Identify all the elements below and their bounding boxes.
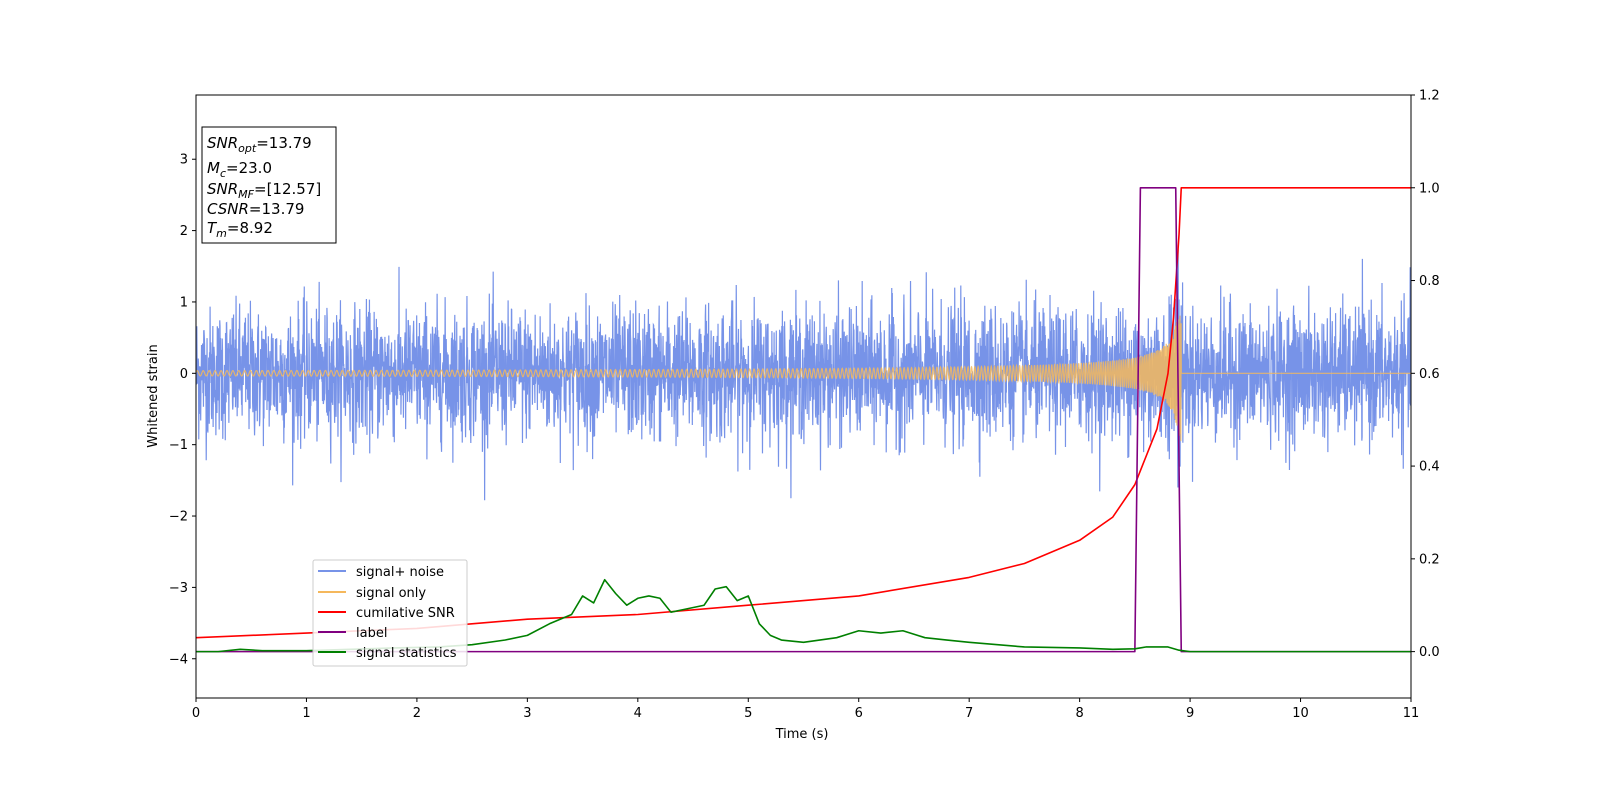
y-tick-label: −1 [169, 438, 188, 453]
x-tick-label: 2 [413, 706, 421, 721]
x-tick-label: 11 [1403, 706, 1420, 721]
y-tick-label: −3 [169, 581, 188, 596]
info-tm: Tm=8.92 [207, 219, 273, 240]
x-tick-label: 6 [855, 706, 863, 721]
x-tick-label: 4 [634, 706, 642, 721]
y2-tick-label: 0.2 [1419, 552, 1440, 567]
y-tick-label: 1 [180, 295, 188, 310]
y2-tick-label: 0.0 [1419, 645, 1440, 660]
y2-tick-label: 0.4 [1419, 460, 1440, 475]
legend-label-cumilative-snr: cumilative SNR [356, 606, 455, 621]
x-tick-label: 0 [192, 706, 200, 721]
legend-label-signal-only: signal only [356, 586, 426, 601]
y-tick-label: 2 [180, 224, 188, 239]
y-tick-label: −4 [169, 652, 188, 667]
legend-item-signal-statistics: signal statistics [318, 646, 457, 661]
y2-tick-label: 0.6 [1419, 367, 1440, 382]
info-box: SNRopt=13.79 Mc=23.0 SNRMF=[12.57] CSNR=… [201, 126, 337, 244]
x-tick-label: 10 [1292, 706, 1309, 721]
info-mc: Mc=23.0 [207, 159, 272, 180]
info-csnr: CSNR=13.79 [207, 200, 304, 218]
y-axis-label: Whitened strain [146, 344, 161, 447]
legend: signal+ noise signal only cumilative SNR… [312, 559, 468, 667]
y-tick-label: 0 [180, 367, 188, 382]
legend-item-signal-only: signal only [318, 586, 426, 601]
y-tick-label: −2 [169, 510, 188, 525]
legend-label-signal-statistics: signal statistics [356, 646, 457, 661]
y2-tick-label: 1.0 [1419, 181, 1440, 196]
x-tick-label: 9 [1186, 706, 1194, 721]
series-signal-noise-line [196, 249, 1411, 501]
x-tick-label: 7 [965, 706, 973, 721]
y2-tick-label: 0.8 [1419, 274, 1440, 289]
plot-frame [195, 94, 1412, 699]
x-tick-label: 8 [1075, 706, 1083, 721]
x-axis-label: Time (s) [775, 727, 829, 742]
legend-item-signal-noise: signal+ noise [318, 565, 444, 580]
y-tick-label: 3 [180, 153, 188, 168]
legend-item-label: label [318, 626, 387, 641]
x-tick-label: 3 [523, 706, 531, 721]
legend-label-label: label [356, 626, 387, 641]
x-tick-label: 1 [302, 706, 310, 721]
legend-label-signal-noise: signal+ noise [356, 565, 444, 580]
axes-layer: 0 1 2 3 4 5 6 7 8 9 10 11 −4 −3 −2 −1 0 1 2 3 0.0 0.2 0.4 0.6 0.… [169, 89, 1440, 722]
series-cumilative-snr-line [196, 186, 1411, 639]
info-snr-mf: SNRMF=[12.57] [207, 180, 321, 201]
info-snr-opt: SNRopt=13.79 [207, 134, 312, 155]
series-signal-only-line [196, 315, 1411, 442]
y2-tick-label: 1.2 [1419, 89, 1440, 104]
legend-item-cumilative-snr: cumilative SNR [318, 606, 455, 621]
x-tick-label: 5 [744, 706, 752, 721]
